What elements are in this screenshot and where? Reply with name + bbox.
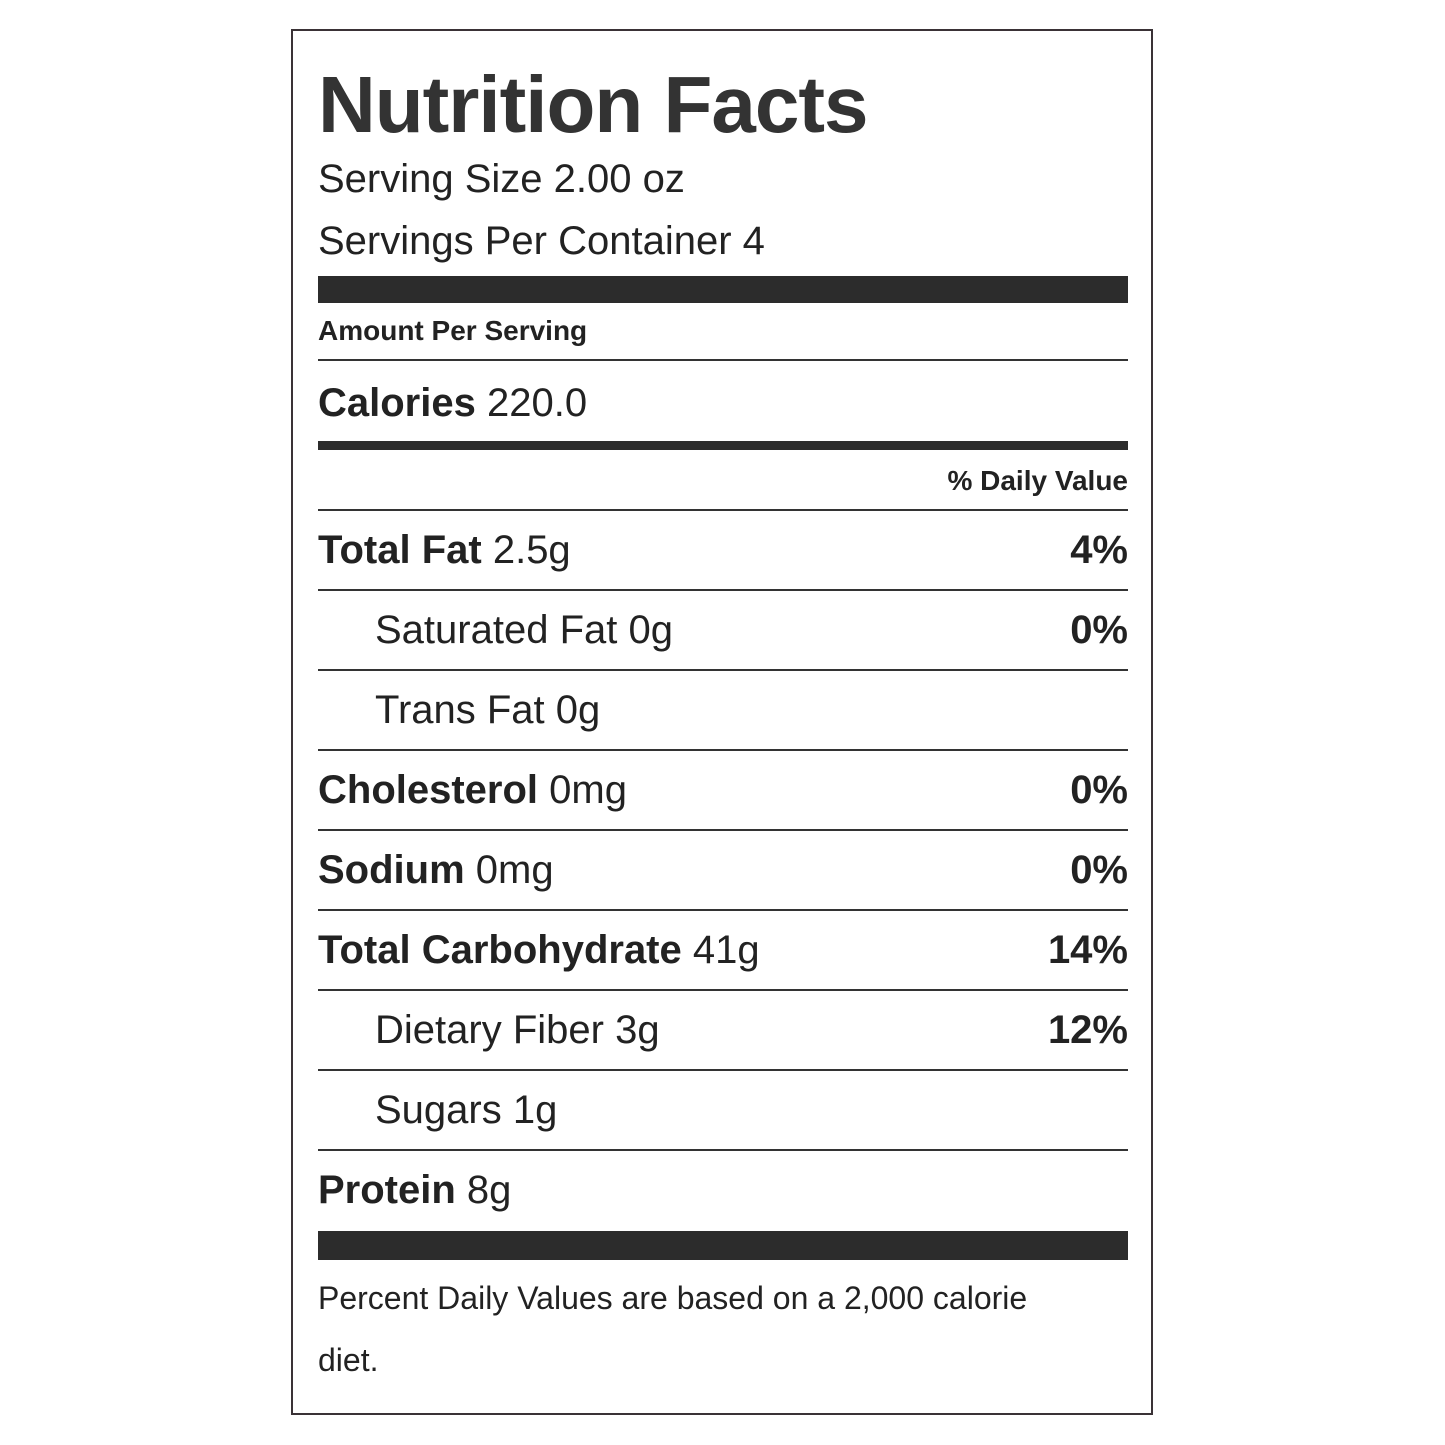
nutrient: Total Fat 2.5g: [318, 528, 571, 573]
title: Nutrition Facts: [318, 60, 868, 149]
nutrient-name: Protein: [318, 1167, 456, 1212]
daily-value: 4%: [1070, 527, 1128, 572]
calories: Calories 220.0: [318, 381, 1128, 426]
nutrient-amount: 0g: [555, 687, 601, 732]
medium-rule: [318, 441, 1128, 450]
nutrient-name: Total Carbohydrate: [318, 927, 682, 972]
daily-value: 0%: [1070, 767, 1128, 812]
nutrient-amount: 0mg: [549, 767, 627, 812]
nutrient-name: Saturated Fat: [375, 607, 618, 652]
nutrient-name: Trans Fat: [375, 687, 545, 732]
thick-rule: [318, 1231, 1128, 1260]
nutrient-amount: 1g: [512, 1087, 558, 1132]
calories-label: Calories: [318, 381, 476, 425]
nutrient: Protein 8g: [318, 1168, 511, 1213]
nutrient-row: Sodium 0mg 0%: [318, 831, 1128, 911]
nutrient-name: Cholesterol: [318, 767, 539, 812]
nutrient-row: Sugars 1g: [318, 1071, 1128, 1151]
nutrient-row: Dietary Fiber 3g 12%: [318, 991, 1128, 1071]
thick-rule: [318, 276, 1128, 303]
nutrient: Trans Fat 0g: [318, 688, 600, 733]
calories-value: 220.0: [486, 381, 588, 425]
footnote: Percent Daily Values are based on a 2,00…: [318, 1280, 1028, 1378]
nutrient-amount: 2.5g: [492, 527, 571, 572]
nutrient-row: Protein 8g: [318, 1151, 1128, 1229]
nutrient-row: Trans Fat 0g: [318, 671, 1128, 751]
daily-value: 14%: [1047, 927, 1128, 972]
servings-per-container: Servings Per Container 4: [318, 219, 765, 263]
nutrient-row: Cholesterol 0mg 0%: [318, 751, 1128, 831]
nutrient-amount: 41g: [692, 927, 760, 972]
daily-value: 12%: [1047, 1007, 1128, 1052]
nutrient-name: Sugars: [375, 1087, 502, 1132]
nutrient-name: Sodium: [318, 847, 465, 892]
nutrient-amount: 0mg: [475, 847, 554, 892]
amount-per-serving: Amount Per Serving: [318, 315, 588, 346]
daily-value: 0%: [1070, 847, 1128, 892]
nutrient: Sodium 0mg: [318, 848, 554, 893]
nutrient: Dietary Fiber 3g: [318, 1008, 660, 1053]
nutrient: Sugars 1g: [318, 1088, 557, 1133]
rule: [318, 509, 1128, 511]
nutrient-row: Saturated Fat 0g 0%: [318, 591, 1128, 671]
nutrient-amount: 0g: [628, 607, 674, 652]
nutrient: Saturated Fat 0g: [318, 608, 673, 653]
nutrient-amount: 3g: [615, 1007, 660, 1052]
nutrient-row: Total Fat 2.5g 4%: [318, 511, 1128, 591]
nutrition-label: Nutrition Facts Serving Size 2.00 oz Ser…: [291, 29, 1153, 1415]
nutrient-rows: Total Fat 2.5g 4% Saturated Fat 0g 0% Trans …: [318, 511, 1128, 1229]
nutrient: Total Carbohydrate 41g: [318, 928, 760, 973]
nutrient-name: Total Fat: [318, 527, 482, 572]
serving-size: Serving Size 2.00 oz: [318, 157, 685, 201]
nutrient: Cholesterol 0mg: [318, 768, 627, 813]
nutrient-amount: 8g: [466, 1167, 512, 1212]
daily-value-header: % Daily Value: [947, 465, 1128, 496]
daily-value: 0%: [1070, 607, 1128, 652]
rule: [318, 359, 1128, 361]
nutrient-row: Total Carbohydrate 41g 14%: [318, 911, 1128, 991]
nutrient-name: Dietary Fiber: [375, 1007, 604, 1052]
